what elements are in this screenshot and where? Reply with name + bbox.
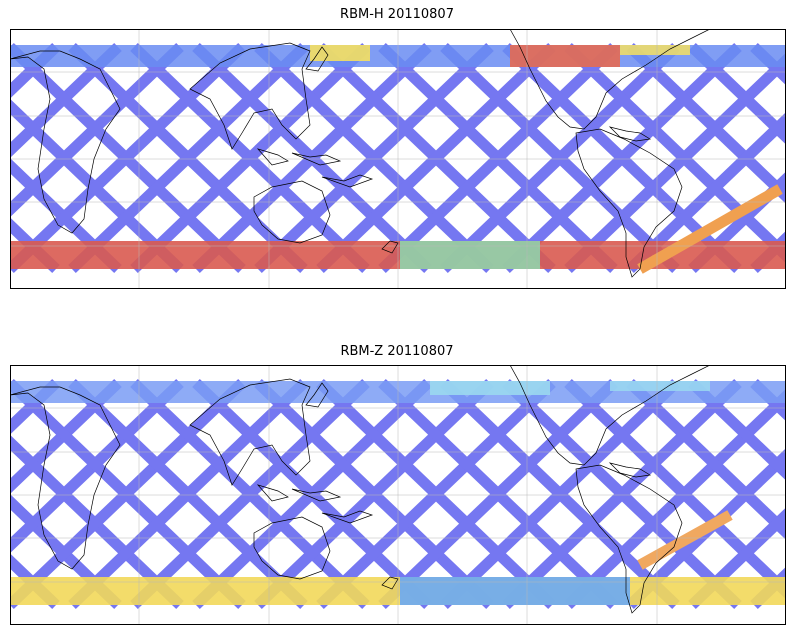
track-swath-descending	[316, 379, 556, 609]
coastline-path	[189, 378, 311, 486]
track-swath-descending	[10, 379, 184, 554]
track-swath-descending	[378, 379, 618, 609]
track-swath-descending	[68, 379, 308, 609]
track-swath-descending	[626, 112, 786, 273]
track-swath-descending	[10, 43, 246, 273]
coastline-path	[291, 488, 342, 502]
track-swath-descending	[688, 507, 786, 609]
hotspot	[637, 510, 733, 570]
track-swath-descending	[440, 43, 680, 273]
track-swath-descending	[688, 171, 786, 273]
hotspot	[510, 45, 620, 67]
coastlines	[10, 365, 711, 614]
map-frame	[10, 29, 786, 289]
hotspot	[637, 184, 783, 274]
panel-title-top: RBM-H 20110807	[340, 7, 454, 22]
coastline-path	[256, 148, 289, 166]
track-swath-descending	[10, 379, 122, 494]
hotspot	[400, 577, 630, 605]
coastline-path	[253, 516, 331, 580]
coastline-path	[381, 576, 399, 590]
hotspot	[310, 45, 370, 61]
gridlines	[10, 365, 786, 625]
track-swath-descending	[10, 43, 60, 99]
track-swath-descending	[192, 379, 432, 609]
hotspot	[610, 381, 710, 391]
gridlines	[10, 29, 786, 289]
track-swath-ascending	[10, 217, 60, 273]
coastline-path	[381, 240, 399, 254]
track-swath-descending	[502, 379, 742, 609]
track-swath-descending	[254, 379, 494, 609]
track-swath-descending	[68, 43, 308, 273]
coastline-path	[575, 464, 683, 614]
track-swath-ascending	[10, 494, 122, 609]
coastline-path	[253, 180, 331, 244]
coastline-path	[305, 382, 329, 408]
track-swath-descending	[626, 448, 786, 609]
track-swath-ascending	[10, 553, 60, 609]
track-swath-descending	[564, 388, 786, 609]
track-swath-ascending	[10, 158, 122, 273]
track-swath-ascending	[688, 43, 786, 145]
coastline-path	[509, 365, 711, 466]
track-swath-descending	[10, 379, 60, 435]
coastline-path	[305, 46, 329, 72]
track-swath-descending	[10, 43, 122, 158]
track-swath-descending	[502, 43, 742, 273]
track-swath-descending	[316, 43, 556, 273]
satellite-tracks	[10, 43, 786, 273]
panel-title-bottom: RBM-Z 20110807	[340, 344, 454, 359]
satellite-tracks	[10, 379, 786, 609]
coastline-path	[10, 386, 121, 570]
coastline-path	[10, 50, 121, 234]
track-swath-descending	[10, 43, 184, 218]
coastline-path	[509, 29, 711, 130]
track-swath-descending	[378, 43, 618, 273]
coastline-path	[189, 42, 311, 150]
coastline-path	[291, 152, 342, 166]
coastlines	[10, 29, 711, 278]
hotspot	[400, 241, 540, 269]
coastline-path	[256, 484, 289, 502]
map-panel-rbm-h	[10, 29, 786, 289]
track-swath-descending	[564, 52, 786, 273]
map-frame	[10, 365, 786, 625]
coastline-path	[321, 174, 374, 188]
track-swath-descending	[192, 43, 432, 273]
hotspot	[430, 381, 550, 395]
track-swath-descending	[254, 43, 494, 273]
coastline-path	[321, 510, 374, 524]
track-swath-ascending	[688, 379, 786, 481]
coastline-path	[575, 128, 683, 278]
track-swath-descending	[130, 379, 370, 609]
track-swath-descending	[130, 43, 370, 273]
track-swath-descending	[440, 379, 680, 609]
hotspot	[620, 45, 690, 55]
map-panel-rbm-z	[10, 365, 786, 625]
track-swath-descending	[10, 379, 246, 609]
